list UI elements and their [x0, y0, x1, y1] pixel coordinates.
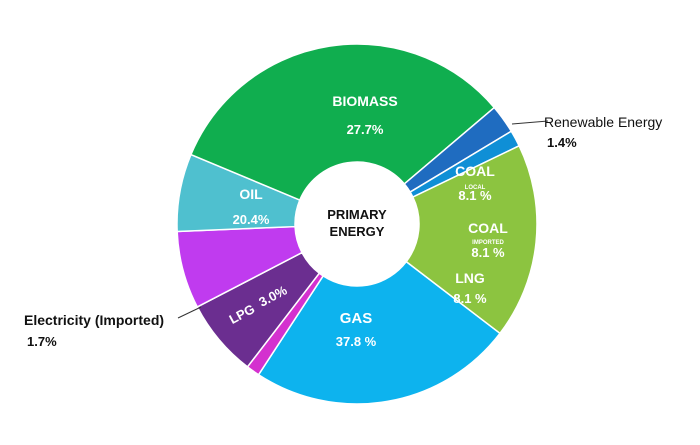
slice-label-name: COAL — [455, 163, 495, 179]
slice-label-value: 37.8 % — [336, 334, 377, 349]
leader-line-renewable — [511, 120, 549, 125]
slice-label-value: 8.1 % — [471, 245, 505, 260]
slice-label-name: GAS — [340, 310, 373, 327]
donut-center: PRIMARY ENERGY — [327, 207, 387, 239]
slice-label-value: 8.1 % — [458, 188, 492, 203]
slice-gas — [189, 43, 496, 202]
external-label-name: Electricity (Imported) — [24, 312, 164, 328]
donut-hole — [296, 163, 418, 285]
leader-line-electricity — [177, 306, 202, 319]
slice-label-name: COAL — [468, 220, 508, 236]
center-label-line-2: ENERGY — [330, 224, 385, 239]
slice-label-name: BIOMASS — [332, 93, 397, 109]
slice-biomass — [257, 260, 502, 405]
slice-label-sub: IMPORTED — [472, 240, 504, 246]
slice-label-value: 20.4% — [233, 212, 270, 227]
slice-label-value: 8.1 % — [453, 291, 487, 306]
donut-slices — [176, 43, 538, 405]
slice-oil — [405, 144, 538, 335]
external-label-name: Renewable Energy — [544, 114, 662, 130]
center-label-line-1: PRIMARY — [327, 207, 387, 222]
external-label-value: 1.7% — [27, 334, 57, 349]
slice-label-value: 27.7% — [347, 122, 384, 137]
external-label-value: 1.4% — [547, 135, 577, 150]
slice-label-name: OIL — [239, 186, 263, 202]
slice-label-sub: LOCAL — [465, 185, 486, 191]
slice-label-name: LNG — [455, 270, 485, 286]
